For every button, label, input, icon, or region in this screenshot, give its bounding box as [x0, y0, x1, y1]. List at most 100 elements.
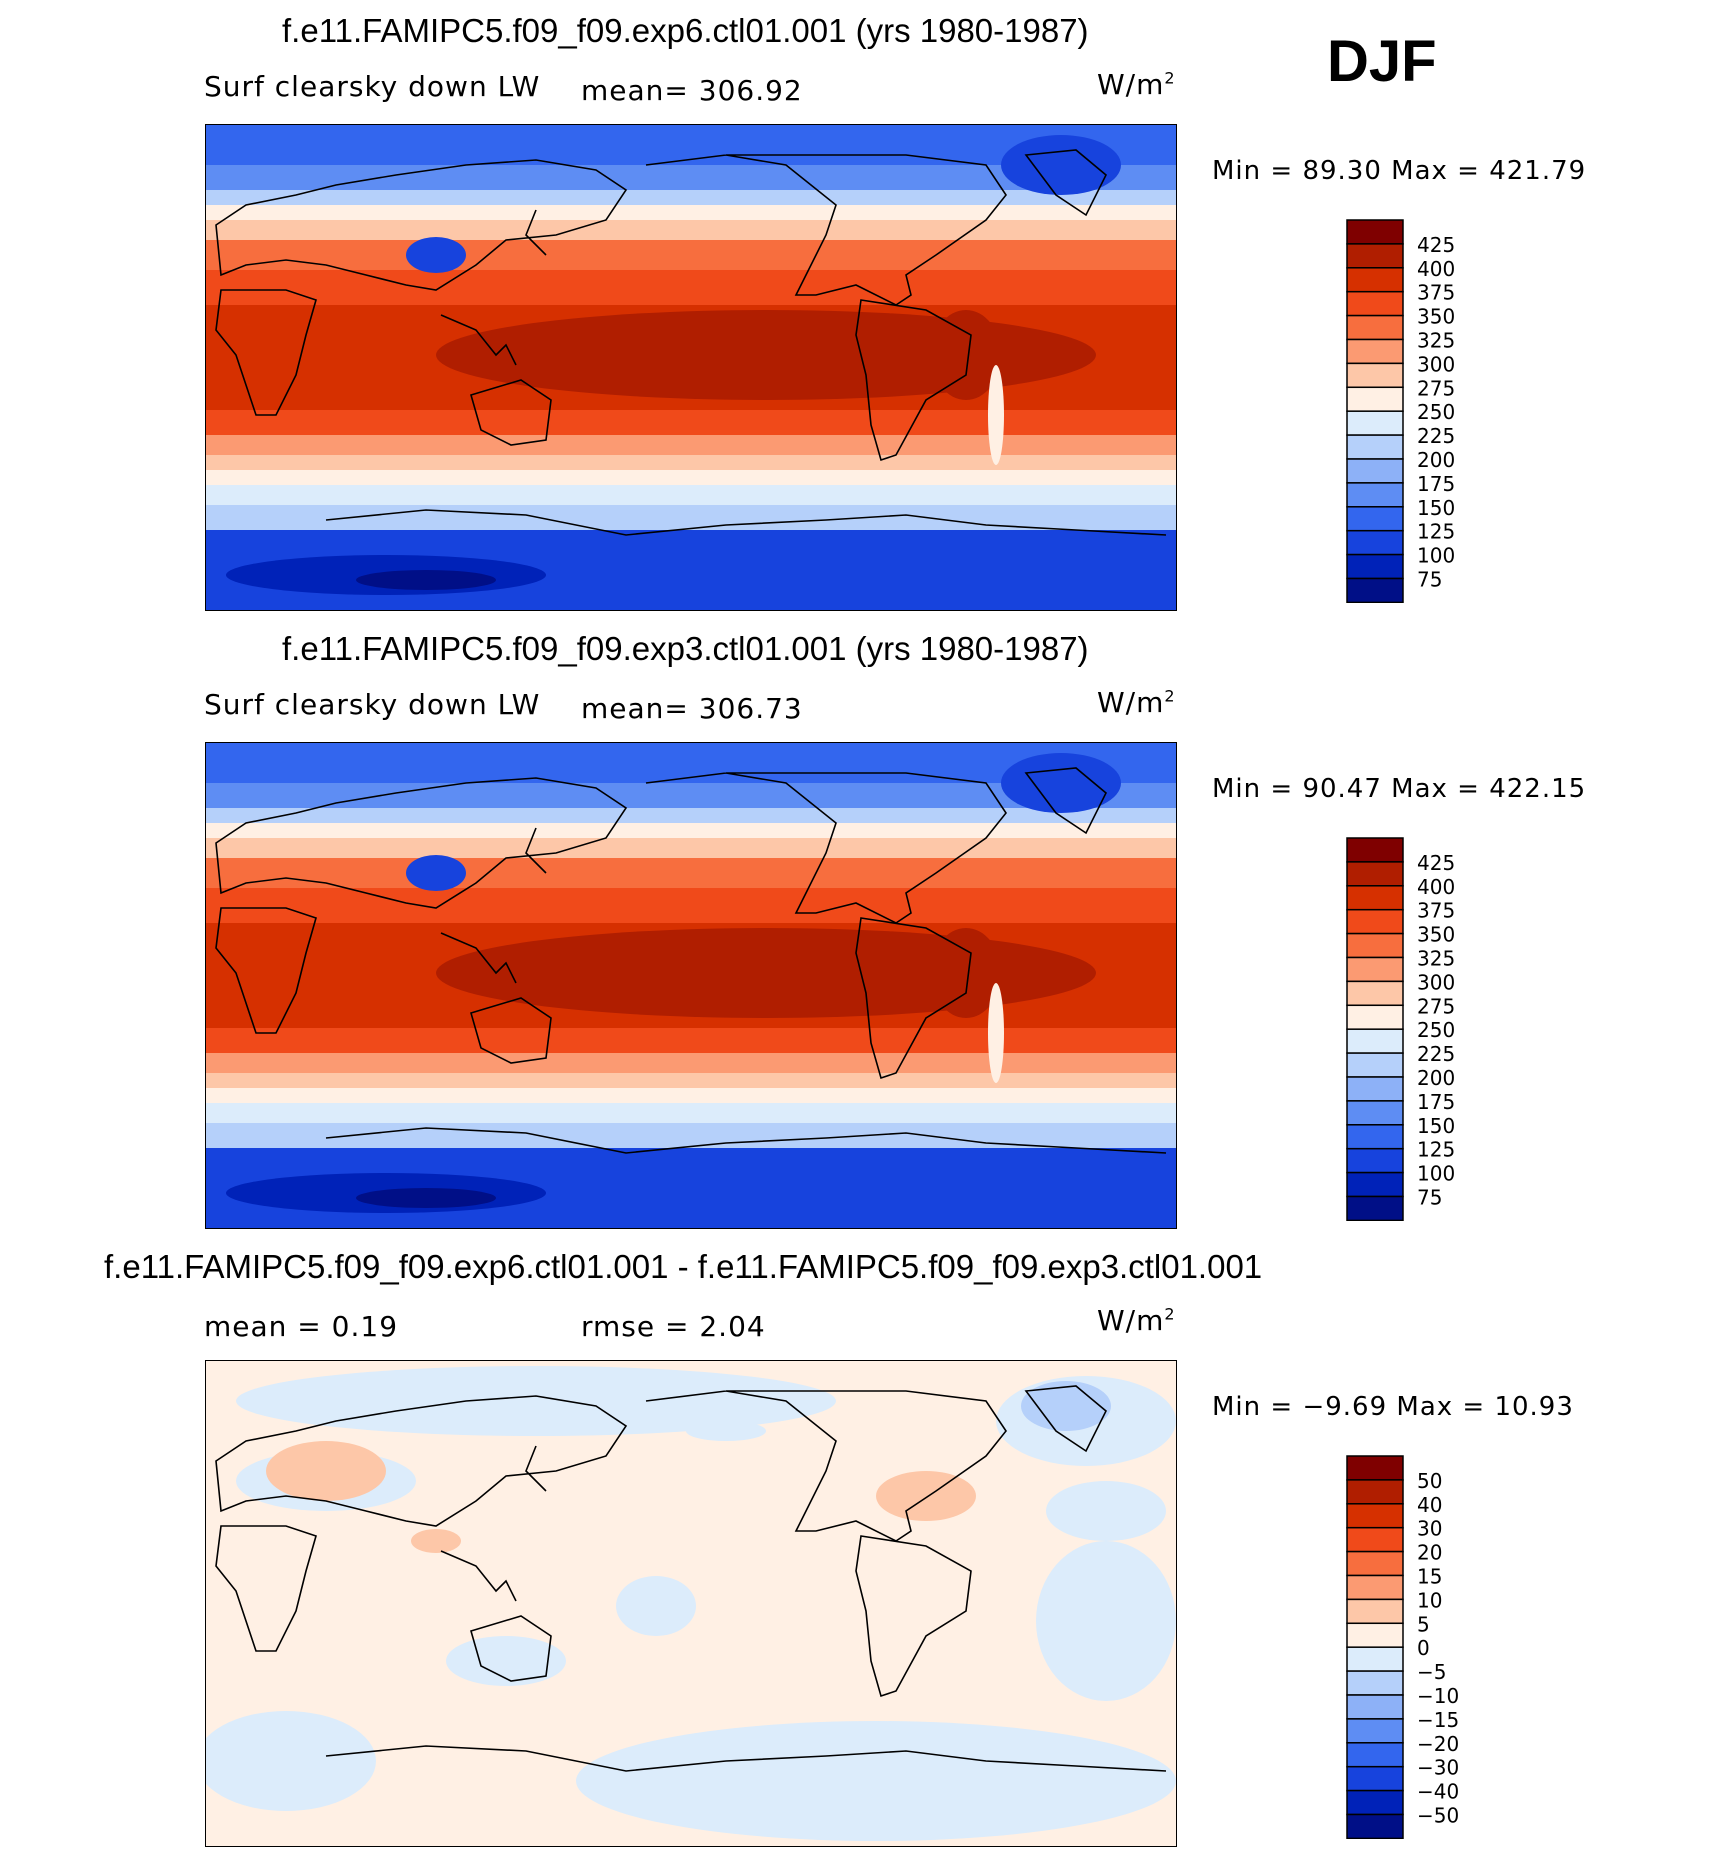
- colorbar-swatch: [1346, 577, 1404, 603]
- panel-3-map: [205, 1360, 1177, 1847]
- colorbar-label: 10: [1417, 1588, 1442, 1612]
- colorbar-swatch: [1346, 908, 1404, 935]
- colorbar-label: 125: [1417, 520, 1455, 544]
- colorbar-swatch: [1346, 482, 1404, 508]
- colorbar-label: 75: [1417, 568, 1442, 592]
- colorbar-label: 400: [1417, 257, 1455, 281]
- colorbar-swatch: [1346, 861, 1404, 887]
- panel-3-title: f.e11.FAMIPC5.f09_f09.exp6.ctl01.001 - f…: [104, 1248, 1263, 1285]
- panel-1-title: f.e11.FAMIPC5.f09_f09.exp6.ctl01.001 (yr…: [282, 12, 1089, 49]
- colorbar-label: 100: [1417, 544, 1455, 568]
- colorbar-swatch: [1346, 1646, 1404, 1672]
- colorbar-swatch: [1346, 1598, 1404, 1625]
- colorbar-swatch: [1346, 243, 1404, 269]
- panel-2-variable: Surf clearsky down LW: [204, 688, 541, 721]
- colorbar-label: 150: [1417, 1114, 1455, 1138]
- colorbar-label: 125: [1417, 1138, 1455, 1162]
- colorbar-label: −5: [1417, 1660, 1446, 1684]
- colorbar-label: 325: [1417, 329, 1455, 353]
- colorbar-swatch: [1346, 1503, 1404, 1529]
- panel-1-map: [205, 124, 1177, 611]
- colorbar-swatch: [1346, 1526, 1404, 1553]
- panel-1-variable: Surf clearsky down LW: [204, 70, 541, 103]
- colorbar-swatch: [1346, 314, 1404, 341]
- colorbar-label: 375: [1417, 281, 1455, 305]
- colorbar-label: 250: [1417, 400, 1455, 424]
- colorbar-swatch: [1346, 1622, 1404, 1648]
- colorbar-label: 150: [1417, 496, 1455, 520]
- colorbar-label: −50: [1417, 1804, 1459, 1828]
- colorbar-label: 275: [1417, 376, 1455, 400]
- panel-3-rmse: rmse = 2.04: [581, 1310, 766, 1343]
- panel-1-mean: mean= 306.92: [581, 74, 803, 107]
- colorbar-swatch: [1346, 1670, 1404, 1696]
- colorbar-swatch: [1346, 1028, 1404, 1054]
- colorbar-label: 225: [1417, 424, 1455, 448]
- colorbar-swatch: [1346, 267, 1404, 293]
- colorbar-swatch: [1346, 1765, 1404, 1792]
- colorbar-swatch: [1346, 885, 1404, 911]
- colorbar-swatch: [1346, 1100, 1404, 1126]
- colorbar-label: −40: [1417, 1780, 1459, 1804]
- colorbar-label: 425: [1417, 233, 1455, 257]
- colorbar-swatch: [1346, 219, 1404, 245]
- colorbar-swatch: [1346, 1694, 1404, 1720]
- colorbar-swatch: [1346, 434, 1404, 460]
- colorbar-label: 175: [1417, 1090, 1455, 1114]
- colorbar-label: −20: [1417, 1732, 1459, 1756]
- season-label: DJF: [1327, 29, 1437, 94]
- colorbar-swatch: [1346, 410, 1404, 436]
- colorbar-label: 300: [1417, 352, 1455, 376]
- colorbar-swatch: [1346, 290, 1404, 317]
- colorbar-swatch: [1346, 1550, 1404, 1577]
- colorbar-label: 425: [1417, 851, 1455, 875]
- colorbar-swatch: [1346, 386, 1404, 412]
- colorbar-label: 50: [1417, 1469, 1442, 1493]
- colorbar-label: 15: [1417, 1565, 1442, 1589]
- colorbar-swatch: [1346, 338, 1404, 365]
- colorbar-swatch: [1346, 1004, 1404, 1030]
- colorbar-label: 0: [1417, 1636, 1430, 1660]
- panel-1-minmax: Min = 89.30 Max = 421.79: [1212, 156, 1587, 186]
- colorbar-swatch: [1346, 553, 1404, 580]
- colorbar-swatch: [1346, 362, 1404, 389]
- panel-2-map: [205, 742, 1177, 1229]
- colorbar-swatch: [1346, 1124, 1404, 1150]
- colorbar-label: 200: [1417, 448, 1455, 472]
- colorbar-label: 175: [1417, 472, 1455, 496]
- panel-1-units: W/m2: [1097, 68, 1176, 101]
- panel-3-colorbar: 50 40 30 20 15 10 5 0 −5 −10 −15 −20 −30 −40 −50: [1345, 1454, 1545, 1839]
- colorbar-swatch: [1346, 529, 1404, 556]
- colorbar-label: 350: [1417, 305, 1455, 329]
- colorbar-swatch: [1346, 1195, 1404, 1221]
- panel-2-minmax: Min = 90.47 Max = 422.15: [1212, 774, 1587, 804]
- colorbar-label: 375: [1417, 899, 1455, 923]
- panel-1-colorbar: 425 400 375 350 325 300 275 250 225 200 175 150 125 1…: [1345, 218, 1545, 603]
- colorbar-swatch: [1346, 458, 1404, 484]
- colorbar-swatch: [1346, 1479, 1404, 1505]
- colorbar-label: 200: [1417, 1066, 1455, 1090]
- colorbar-label: 325: [1417, 947, 1455, 971]
- colorbar-swatch: [1346, 1718, 1404, 1744]
- colorbar-label: 75: [1417, 1186, 1442, 1210]
- colorbar-swatch: [1346, 1076, 1404, 1102]
- colorbar-swatch: [1346, 1455, 1404, 1481]
- colorbar-label: 350: [1417, 923, 1455, 947]
- panel-2-units: W/m2: [1097, 686, 1176, 719]
- colorbar-label: 100: [1417, 1162, 1455, 1186]
- colorbar-swatch: [1346, 506, 1404, 532]
- colorbar-swatch: [1346, 1789, 1404, 1816]
- colorbar-label: −15: [1417, 1708, 1459, 1732]
- panel-2-colorbar: 425 400 375 350 325 300 275 250 225 200 175 150 125 1…: [1345, 836, 1545, 1221]
- colorbar-label: 250: [1417, 1018, 1455, 1042]
- panel-2-mean: mean= 306.73: [581, 692, 803, 725]
- panel-3-units: W/m2: [1097, 1304, 1176, 1337]
- colorbar-label: 5: [1417, 1612, 1430, 1636]
- panel-2-title: f.e11.FAMIPC5.f09_f09.exp3.ctl01.001 (yr…: [282, 630, 1089, 667]
- panel-3-mean: mean = 0.19: [204, 1310, 399, 1343]
- colorbar-swatch: [1346, 837, 1404, 863]
- colorbar-label: 400: [1417, 875, 1455, 899]
- colorbar-swatch: [1346, 980, 1404, 1007]
- colorbar-swatch: [1346, 1052, 1404, 1078]
- colorbar-swatch: [1346, 932, 1404, 959]
